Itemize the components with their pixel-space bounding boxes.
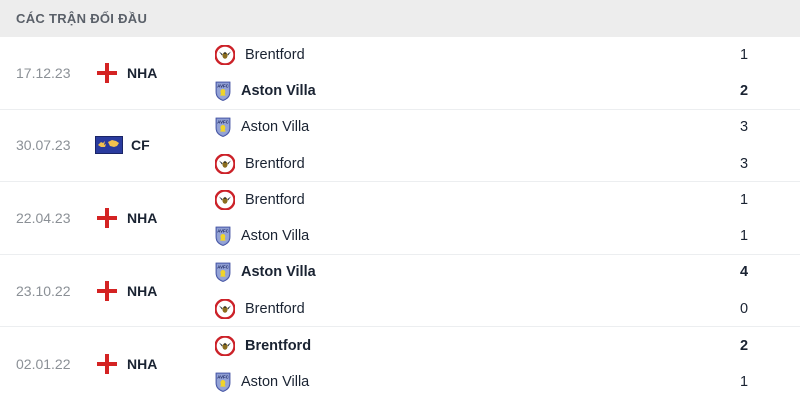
svg-text:AVFC: AVFC (217, 120, 228, 125)
svg-text:AVFC: AVFC (217, 228, 228, 233)
svg-text:AVFC: AVFC (217, 374, 228, 379)
svg-text:AVFC: AVFC (217, 83, 228, 88)
svg-text:AVFC: AVFC (217, 265, 228, 270)
